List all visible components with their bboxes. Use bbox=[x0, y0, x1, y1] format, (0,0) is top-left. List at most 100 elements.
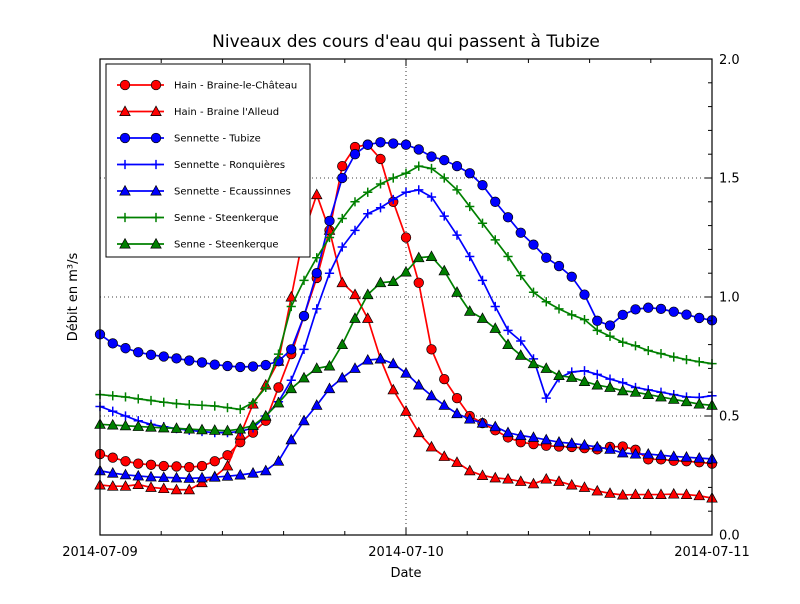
circle-marker bbox=[171, 353, 182, 364]
plus-marker bbox=[477, 275, 488, 285]
plus-marker bbox=[401, 187, 411, 197]
triangle-marker bbox=[604, 443, 616, 454]
triangle-marker bbox=[578, 375, 591, 386]
plus-marker bbox=[503, 251, 513, 262]
circle-marker bbox=[400, 232, 412, 243]
triangle-marker bbox=[667, 393, 680, 404]
plus-marker bbox=[350, 225, 360, 235]
triangle-marker bbox=[438, 450, 451, 461]
triangle-marker bbox=[604, 381, 616, 392]
circle-marker bbox=[681, 309, 692, 320]
legend-label: Hain - Braine-le-Château bbox=[174, 80, 297, 92]
legend-entry: Sennette - Ronquières bbox=[117, 159, 285, 171]
circle-marker bbox=[145, 349, 157, 360]
triangle-marker bbox=[616, 488, 629, 500]
legend-entry: Sennette - Ecaussinnes bbox=[117, 184, 291, 198]
triangle-marker bbox=[591, 484, 604, 496]
plus-marker bbox=[171, 399, 182, 409]
x-axis-label: Date bbox=[390, 566, 421, 581]
circle-marker bbox=[375, 137, 386, 148]
plus-marker bbox=[133, 394, 143, 404]
plus-marker bbox=[452, 185, 462, 195]
plus-marker bbox=[592, 325, 602, 335]
triangle-marker bbox=[323, 382, 336, 394]
plus-marker bbox=[490, 235, 500, 245]
triangle-marker bbox=[514, 429, 527, 440]
y-tick-label: 0.5 bbox=[719, 410, 740, 425]
triangle-icon bbox=[150, 105, 162, 116]
triangle-marker bbox=[310, 188, 323, 200]
circle-marker bbox=[273, 382, 284, 393]
triangle-marker bbox=[183, 483, 196, 495]
plus-marker bbox=[312, 253, 322, 263]
circle-marker bbox=[451, 160, 463, 172]
plus-marker bbox=[120, 392, 131, 402]
triangle-marker bbox=[285, 433, 298, 445]
plus-marker bbox=[414, 161, 424, 171]
triangle-marker bbox=[655, 390, 667, 402]
triangle-marker bbox=[451, 456, 463, 467]
triangle-icon bbox=[119, 105, 131, 116]
triangle-marker bbox=[349, 362, 361, 373]
triangle-marker bbox=[578, 438, 591, 450]
circle-marker bbox=[490, 196, 501, 207]
triangle-marker bbox=[106, 418, 119, 430]
legend-entry: Sennette - Tubize bbox=[117, 132, 261, 145]
triangle-marker bbox=[285, 382, 298, 394]
circle-marker bbox=[107, 452, 118, 463]
circle-marker bbox=[324, 215, 335, 226]
triangle-marker bbox=[361, 312, 374, 323]
triangle-marker bbox=[285, 290, 298, 302]
circle-marker bbox=[222, 360, 233, 372]
legend-label: Sennette - Tubize bbox=[174, 134, 261, 145]
triangle-marker bbox=[489, 420, 502, 432]
series-4 bbox=[94, 352, 718, 483]
circle-icon bbox=[150, 132, 162, 144]
plus-marker bbox=[465, 201, 475, 212]
triangle-marker bbox=[629, 488, 642, 499]
plus-marker bbox=[363, 187, 373, 197]
x-tick-label: 2014-07-09 bbox=[62, 545, 138, 560]
circle-marker bbox=[311, 268, 322, 279]
triangle-marker bbox=[336, 276, 349, 288]
circle-marker bbox=[579, 289, 590, 300]
circle-marker bbox=[413, 277, 424, 288]
triangle-marker bbox=[145, 470, 157, 482]
triangle-marker bbox=[106, 466, 119, 478]
plus-marker bbox=[592, 369, 602, 379]
triangle-marker bbox=[667, 450, 680, 461]
plus-marker bbox=[184, 399, 194, 410]
plus-marker bbox=[618, 337, 628, 347]
plus-marker bbox=[414, 185, 424, 195]
triangle-marker bbox=[438, 399, 451, 410]
circle-icon bbox=[119, 132, 131, 144]
y-tick-label: 2.0 bbox=[719, 53, 740, 68]
triangle-marker bbox=[336, 371, 349, 383]
plus-marker bbox=[516, 270, 526, 281]
plus-marker bbox=[120, 411, 131, 421]
circle-marker bbox=[209, 456, 220, 467]
triangle-marker bbox=[170, 483, 183, 495]
circle-marker bbox=[451, 393, 463, 404]
triangle-marker bbox=[553, 436, 565, 447]
plus-marker bbox=[222, 403, 233, 413]
triangle-marker bbox=[183, 472, 196, 483]
circle-marker bbox=[337, 172, 348, 184]
plus-marker bbox=[363, 209, 373, 219]
triangle-marker bbox=[400, 405, 412, 416]
circle-marker bbox=[209, 359, 220, 370]
triangle-marker bbox=[298, 414, 310, 426]
legend-label: Senne - Steenkerque bbox=[174, 213, 279, 224]
plus-marker bbox=[452, 230, 462, 240]
circle-marker bbox=[592, 315, 603, 326]
circle-marker bbox=[120, 456, 131, 467]
triangle-marker bbox=[489, 322, 502, 333]
circle-marker bbox=[184, 355, 195, 366]
triangle-marker bbox=[374, 276, 387, 288]
plus-marker bbox=[248, 398, 258, 408]
triangle-icon bbox=[119, 184, 131, 196]
circle-marker bbox=[502, 212, 514, 223]
triangle-marker bbox=[234, 422, 247, 434]
circle-marker bbox=[375, 153, 386, 165]
triangle-marker bbox=[514, 475, 527, 486]
